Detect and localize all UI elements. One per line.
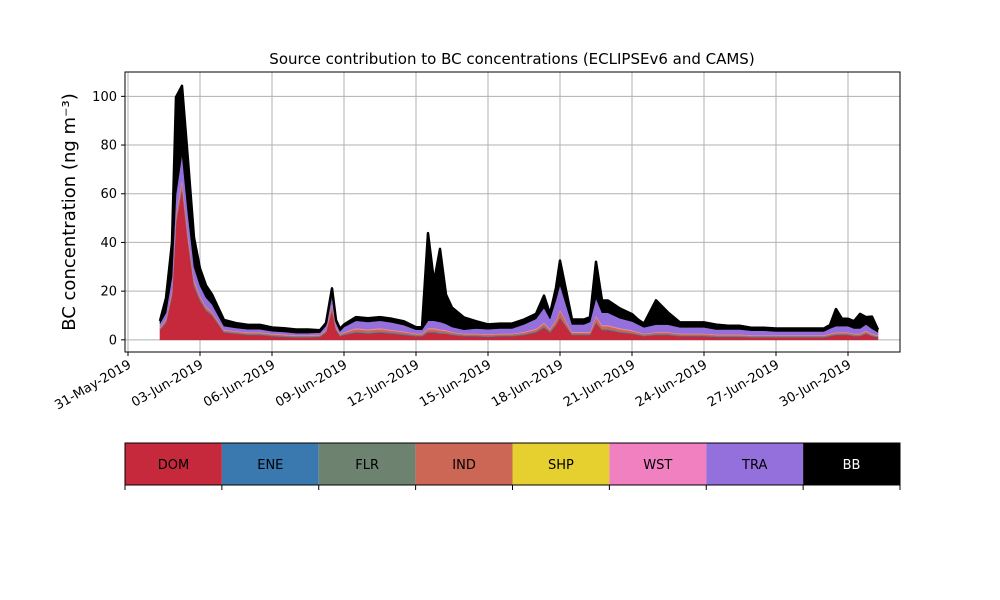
x-axis: 31-May-201903-Jun-201906-Jun-201909-Jun-… (52, 352, 854, 413)
grid (125, 72, 900, 352)
x-tick-label: 15-Jun-2019 (417, 357, 494, 410)
legend-colorbar: DOM ENE FLR IND SHP WST TRA BB (124, 442, 901, 490)
legend-swatch-wst (609, 443, 707, 485)
x-tick-label: 27-Jun-2019 (705, 357, 782, 410)
area-series-tra (159, 153, 879, 336)
area-series-ind (159, 180, 879, 337)
legend-swatch-ene (221, 443, 319, 485)
y-tick-label: 60 (100, 187, 117, 202)
y-axis-label: BC concentration (ng m⁻³) (59, 93, 80, 331)
area-series-flr (159, 186, 879, 338)
x-tick-label: 31-May-2019 (52, 357, 134, 413)
x-tick-label: 30-Jun-2019 (777, 357, 854, 410)
x-tick-label: 18-Jun-2019 (489, 357, 566, 410)
legend-label-ind: IND (452, 458, 476, 473)
area-series-ene (159, 187, 879, 338)
area-series-shp (159, 180, 879, 336)
legend-swatch-shp (512, 443, 610, 485)
x-tick-label: 24-Jun-2019 (633, 357, 710, 410)
y-tick-label: 80 (100, 139, 117, 154)
legend-swatch-dom (125, 443, 222, 485)
legend-label-ene: ENE (257, 458, 283, 473)
area-series-bb (159, 85, 879, 334)
chart-title: Source contribution to BC concentrations… (269, 50, 754, 68)
total-outline (158, 84, 880, 332)
x-tick-label: 06-Jun-2019 (201, 357, 278, 410)
y-tick-label: 0 (109, 333, 117, 348)
x-tick-label: 09-Jun-2019 (273, 357, 350, 410)
x-tick-label: 03-Jun-2019 (129, 357, 206, 410)
y-tick-label: 20 (100, 285, 117, 300)
legend-swatch-tra (706, 443, 804, 485)
area-series-wst (159, 178, 879, 336)
y-tick-label: 100 (92, 90, 117, 105)
legend-label-shp: SHP (548, 458, 574, 473)
legend-label-tra: TRA (741, 458, 767, 473)
legend-label-flr: FLR (355, 458, 379, 473)
y-tick-label: 40 (100, 236, 117, 251)
legend-label-bb: BB (843, 458, 861, 473)
x-tick-label: 21-Jun-2019 (561, 357, 638, 410)
legend-swatch-flr (318, 443, 416, 485)
legend-label-wst: WST (643, 458, 672, 473)
legend-swatch-ind (415, 443, 513, 485)
stacked-areas (158, 84, 880, 341)
y-axis: 0 20 40 60 80 100 (92, 90, 125, 348)
x-tick-label: 12-Jun-2019 (345, 357, 422, 410)
area-series-dom (159, 188, 879, 341)
legend-label-dom: DOM (158, 458, 189, 473)
plot-frame (124, 71, 901, 353)
legend-swatch-bb (803, 443, 900, 485)
